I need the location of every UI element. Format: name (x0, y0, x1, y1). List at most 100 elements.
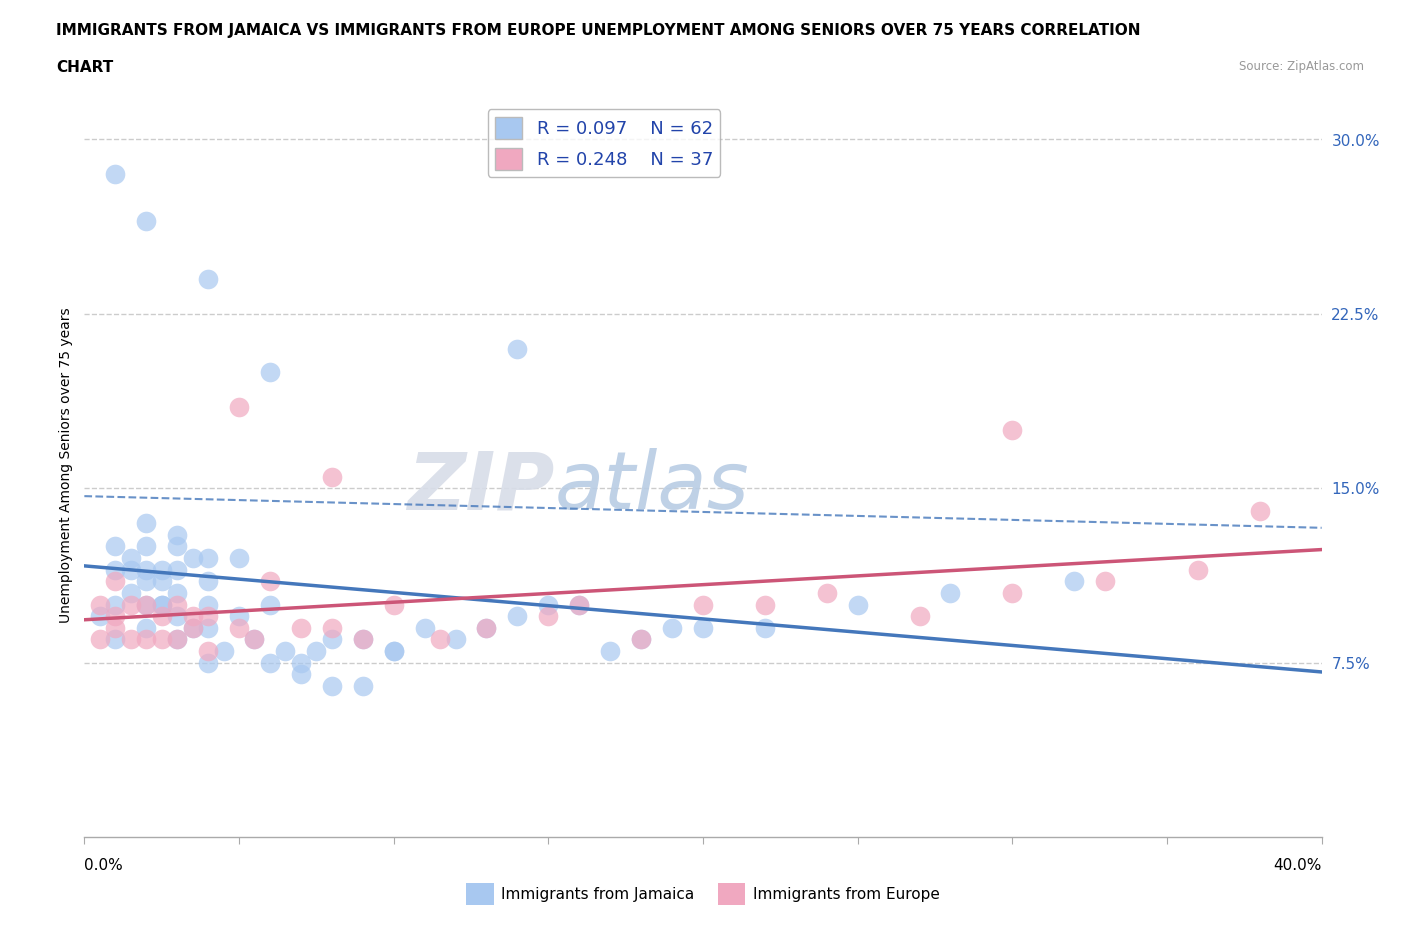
Point (166, 597, 188, 612)
Point (352, 632, 374, 647)
Point (197, 644, 219, 658)
Point (89, 597, 111, 612)
Point (166, 539, 188, 554)
Point (259, 655, 281, 670)
Point (1001, 422, 1024, 438)
Point (568, 597, 591, 612)
Point (228, 620, 250, 635)
Point (908, 609, 931, 624)
Point (135, 574, 157, 589)
Point (506, 341, 529, 356)
Point (197, 272, 219, 286)
Point (382, 644, 405, 658)
Point (135, 214, 157, 229)
Point (228, 551, 250, 565)
Point (692, 620, 714, 635)
Point (197, 597, 219, 612)
Point (120, 562, 142, 577)
Point (259, 597, 281, 612)
Point (630, 632, 652, 647)
Point (197, 620, 219, 635)
Point (166, 527, 188, 542)
Point (181, 609, 204, 624)
Point (212, 644, 235, 658)
Point (599, 644, 621, 658)
Point (104, 539, 127, 554)
Point (537, 609, 560, 624)
Point (305, 644, 328, 658)
Y-axis label: Unemployment Among Seniors over 75 years: Unemployment Among Seniors over 75 years (59, 307, 73, 623)
Point (475, 620, 498, 635)
Point (413, 620, 436, 635)
Point (166, 632, 188, 647)
Point (181, 551, 204, 565)
Point (104, 632, 127, 647)
Point (197, 574, 219, 589)
Point (352, 632, 374, 647)
Point (166, 609, 188, 624)
Point (1063, 574, 1085, 589)
Text: CHART: CHART (56, 60, 114, 75)
Point (352, 679, 374, 694)
Point (135, 515, 157, 530)
Point (321, 620, 343, 635)
Point (150, 632, 173, 647)
Point (1001, 586, 1024, 601)
Point (135, 539, 157, 554)
Point (429, 632, 451, 647)
Legend: Immigrants from Jamaica, Immigrants from Europe: Immigrants from Jamaica, Immigrants from… (460, 877, 946, 911)
Point (382, 597, 405, 612)
Point (120, 551, 142, 565)
Point (197, 551, 219, 565)
Point (630, 632, 652, 647)
Point (939, 586, 962, 601)
Point (104, 574, 127, 589)
Point (89, 609, 111, 624)
Point (321, 632, 343, 647)
Point (104, 167, 127, 182)
Point (150, 574, 173, 589)
Text: Source: ZipAtlas.com: Source: ZipAtlas.com (1239, 60, 1364, 73)
Point (135, 597, 157, 612)
Text: IMMIGRANTS FROM JAMAICA VS IMMIGRANTS FROM EUROPE UNEMPLOYMENT AMONG SENIORS OVE: IMMIGRANTS FROM JAMAICA VS IMMIGRANTS FR… (56, 23, 1140, 38)
Point (243, 632, 266, 647)
Point (181, 620, 204, 635)
Point (135, 620, 157, 635)
Point (568, 597, 591, 612)
Point (475, 620, 498, 635)
Text: atlas: atlas (554, 448, 749, 526)
Point (846, 597, 869, 612)
Point (181, 620, 204, 635)
Point (1187, 562, 1209, 577)
Point (150, 597, 173, 612)
Point (135, 632, 157, 647)
Point (197, 609, 219, 624)
Point (1249, 504, 1271, 519)
Point (104, 609, 127, 624)
Point (150, 609, 173, 624)
Point (166, 632, 188, 647)
Point (754, 620, 776, 635)
Point (661, 620, 683, 635)
Point (120, 586, 142, 601)
Point (89, 632, 111, 647)
Point (537, 597, 560, 612)
Point (815, 586, 838, 601)
Point (243, 632, 266, 647)
Point (150, 597, 173, 612)
Text: ZIP: ZIP (408, 448, 554, 526)
Point (135, 597, 157, 612)
Point (197, 655, 219, 670)
Point (120, 597, 142, 612)
Point (166, 586, 188, 601)
Point (290, 655, 312, 670)
Text: 40.0%: 40.0% (1274, 857, 1322, 872)
Point (290, 667, 312, 682)
Point (506, 609, 529, 624)
Point (104, 562, 127, 577)
Point (692, 597, 714, 612)
Point (259, 365, 281, 379)
Point (1094, 574, 1116, 589)
Text: 0.0%: 0.0% (84, 857, 124, 872)
Point (274, 644, 297, 658)
